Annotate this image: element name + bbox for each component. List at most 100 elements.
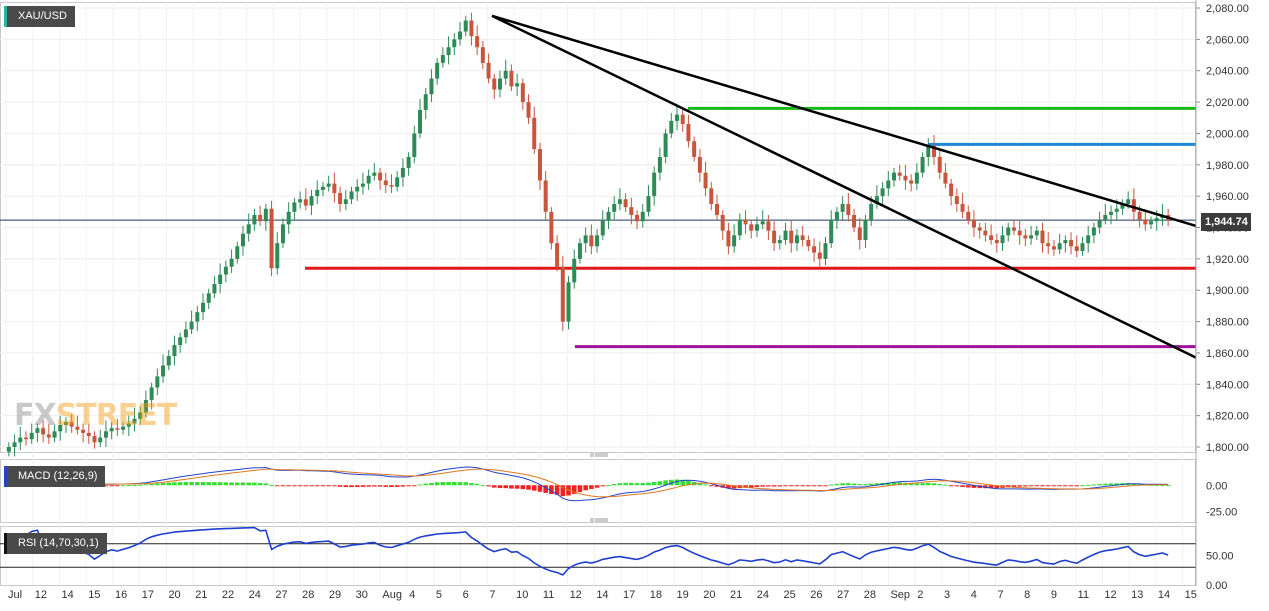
macd-hist-bar [926,482,931,486]
candle-body [1023,235,1028,239]
macd-line [8,466,1169,502]
x-tick-label: 26 [810,589,822,601]
candle-body [566,282,571,322]
candle-body [326,183,331,187]
candle-body [909,180,914,184]
macd-hist-bar [143,484,149,486]
macd-hist-bar [195,482,200,486]
candle-body [475,36,480,48]
candle-body [1069,240,1074,247]
candle-body [309,196,314,206]
candle-body [195,312,200,322]
macd-hist-bar [594,485,600,488]
candle-body [132,418,137,424]
macd-hist-bar [840,483,845,486]
candle-body [360,183,365,187]
candle-body [189,321,194,330]
macd-hist-bar [1160,484,1165,486]
candle-body [52,431,57,438]
candle-body [492,78,497,90]
macd-hist-bar [423,483,429,486]
x-tick-label: 22 [222,589,234,601]
macd-hist-bar [235,482,240,486]
candle-body [18,437,23,443]
macd-hist-bar [948,485,954,487]
macd-hist-bar [863,483,868,486]
macd-hist-bar [697,483,703,486]
macd-hist-bar [669,479,674,486]
candle-body [857,227,862,241]
macd-hist-bar [1057,485,1062,487]
macd-hist-bar [914,483,920,486]
macd-hist-bar [1068,485,1074,487]
candle-body [606,211,611,220]
y-tick-label: 2,060.00 [1206,34,1249,46]
macd-hist-bar [1091,484,1097,486]
candle-body [777,240,782,244]
candle-body [406,156,411,168]
macd-hist-bar [788,485,794,487]
macd-hist-bar [806,485,811,487]
candle-body [714,203,719,215]
macd-hist-bar [406,485,411,487]
x-tick-label: 16 [115,589,127,601]
candle-body [343,199,348,204]
candle-body [378,172,383,181]
macd-hist-bar [623,482,628,486]
candle-body [286,211,291,225]
macd-hist-bar [577,485,583,493]
candle-body [6,447,11,452]
candle-body [446,47,451,56]
macd-hist-bar [155,483,160,486]
macd-hist-bar [1045,485,1051,487]
macd-hist-bar [206,482,212,486]
macd-hist-bar [908,483,914,486]
macd-hist-bar [383,485,389,487]
macd-hist-bar [954,485,960,487]
x-tick-label: 29 [329,589,341,601]
candle-body [389,185,394,187]
candle-body [315,189,320,197]
candle-body [292,202,297,212]
candle-body [726,230,731,247]
macd-hist-bar [726,485,731,489]
macd-hist-bar [640,483,646,486]
x-tick-label: 7 [489,589,495,601]
candle-body [829,219,834,244]
candle-body [903,175,908,181]
candle-body [235,246,240,259]
candle-body [320,186,325,190]
macd-hist-bar [120,485,126,487]
macd-hist-bar [263,483,269,486]
candle-body [1103,214,1108,220]
x-tick-label: Sep [890,589,910,601]
candle-body [440,55,445,63]
macd-hist-bar [823,485,828,487]
candle-body [1086,235,1091,244]
candle-body [486,62,491,79]
rsi-line [8,526,1169,576]
macd-hist-bar [137,484,143,486]
trend-layer [491,14,1197,359]
macd-hist-bar [708,485,714,487]
x-tick-label: Jul [8,589,22,601]
candle-body [772,230,777,244]
signal-line [8,468,1169,498]
candle-body [886,180,891,189]
candle-body [892,172,897,181]
macd-hist-bar [1131,483,1137,486]
candle-body [555,243,560,267]
macd-hist-bar [743,485,748,488]
candle-body [932,145,937,157]
macd-hist-bar [246,482,251,486]
macd-hist-bar [663,480,668,486]
macd-hist-bar [811,485,817,487]
candle-body [515,83,520,87]
candle-body [766,221,771,231]
macd-hist-bar [897,482,903,486]
candle-body [212,283,217,294]
candle-layer [6,12,1171,457]
macd-hist-bar [360,485,366,487]
logo-street: STREET [55,398,178,433]
macd-hist-bar [252,482,257,486]
